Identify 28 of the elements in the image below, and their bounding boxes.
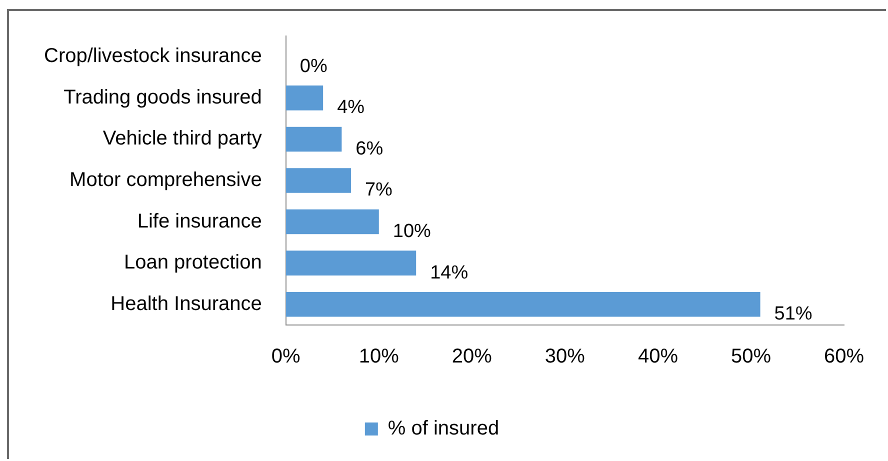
data-label: 51%	[774, 304, 812, 325]
data-label: 10%	[392, 221, 432, 242]
data-label: 4%	[337, 97, 365, 118]
x-tick-label: 30%	[544, 346, 586, 368]
x-tick-label: 40%	[638, 346, 678, 368]
data-label: 0%	[300, 56, 328, 77]
y-tick-label: Motor comprehensive	[70, 169, 262, 192]
x-tick-label: 50%	[730, 346, 772, 368]
y-tick-label: Vehicle third party	[102, 128, 262, 150]
data-label: 6%	[356, 138, 384, 160]
bar	[286, 209, 379, 234]
y-tick-label: Trading goods insured	[64, 86, 262, 108]
data-label: 7%	[364, 180, 393, 201]
y-tick-label: Crop/livestock insurance	[44, 45, 262, 68]
y-tick-label: Life insurance	[137, 210, 262, 232]
x-tick-label: 60%	[824, 346, 864, 368]
data-label: 14%	[430, 262, 468, 284]
y-tick-label: Health Insurance	[110, 292, 262, 315]
x-tick-label: 10%	[358, 346, 400, 368]
bar	[286, 126, 342, 152]
x-tick-label: 0%	[271, 346, 301, 368]
bar	[286, 168, 351, 193]
bar	[286, 86, 324, 110]
bar	[286, 292, 760, 317]
x-tick-label: 20%	[452, 346, 492, 368]
y-tick-label: Loan protection	[124, 252, 262, 274]
bar	[286, 250, 416, 276]
legend-label: % of insured	[388, 418, 500, 440]
